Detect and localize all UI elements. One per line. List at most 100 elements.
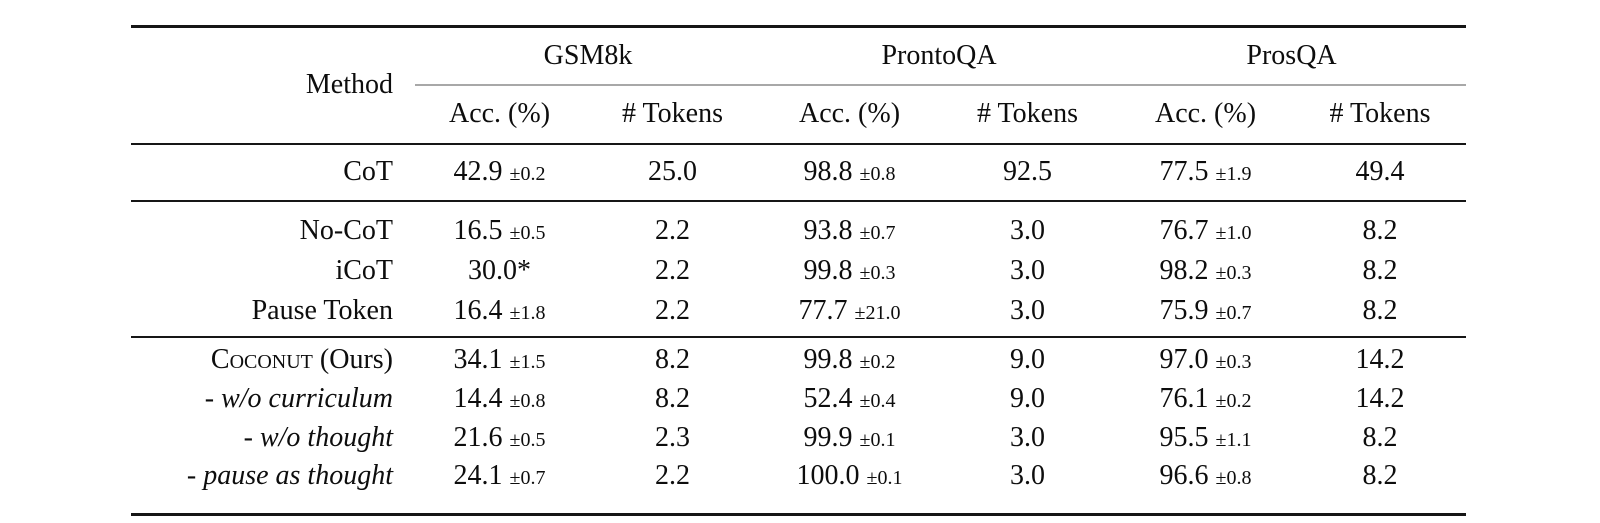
stddev-value: ±0.2: [509, 163, 546, 186]
method-cell: iCoT: [335, 254, 393, 286]
acc-value: 100.0: [796, 459, 860, 491]
acc-value: 98.2: [1159, 254, 1209, 286]
value-cell: 3.0: [938, 200, 1118, 251]
header-group-prontoqa: ProntoQA: [761, 26, 1118, 86]
value-cell: 3.0: [938, 457, 1117, 515]
stddev-value: ±0.1: [866, 466, 903, 489]
value-cell: 77.7 ±21.0: [761, 291, 938, 337]
value-cell: 75.9 ±0.7: [1117, 291, 1294, 337]
table-row-wo-curriculum: - w/o curriculum 14.4 ±0.8 8.2 52.4 ±0.4 9…: [131, 380, 1466, 419]
value-cell: 99.9 ±0.1: [761, 419, 938, 457]
section-baselines: No-CoT 16.5 ±0.5 2.2 93.8 ±0.7 3.0 76.7 ±1.…: [131, 200, 1467, 337]
acc-value: 99.8: [803, 254, 853, 286]
table-row-cot: CoT 42.9 ±0.2 25.0 98.8 ±0.8 92.5 77.5 ±1.9…: [131, 143, 1467, 201]
value-cell: 8.2: [584, 380, 761, 419]
value-cell: 96.6 ±0.8: [1117, 457, 1294, 515]
results-table: Method GSM8k ProntoQA ProsQA Acc. (%) # …: [131, 25, 1467, 516]
stddev-value: ±0.7: [509, 466, 546, 489]
method-cell: - w/o curriculum: [204, 383, 393, 415]
acc-value: 30.0*: [468, 254, 531, 286]
tokens-value: 25.0: [648, 156, 697, 188]
value-cell: 98.8 ±0.8: [761, 143, 939, 201]
table-row-coconut: Coconut (Ours) 34.1 ±1.5 8.2 99.8 ±0.2 9.0…: [131, 336, 1467, 380]
value-cell: 14.4 ±0.8: [415, 380, 584, 419]
value-cell: 34.1 ±1.5: [415, 336, 584, 380]
table-row-wo-thought: - w/o thought 21.6 ±0.5 2.3 99.9 ±0.1 3.0 …: [131, 419, 1466, 457]
value-cell: 8.2: [1294, 419, 1466, 457]
stddev-value: ±0.8: [859, 163, 896, 186]
tokens-value: 2.2: [655, 214, 690, 246]
method-cell: No-CoT: [131, 200, 415, 251]
stddev-value: ±1.1: [1215, 428, 1252, 451]
header-method: Method: [305, 69, 393, 101]
stddev-value: ±0.3: [1215, 261, 1252, 284]
value-cell: 42.9 ±0.2: [415, 143, 584, 201]
tokens-value: 14.2: [1355, 383, 1405, 415]
stddev-value: ±0.2: [859, 350, 896, 373]
tokens-value: 2.2: [655, 459, 690, 491]
value-cell: 99.8 ±0.3: [761, 251, 938, 291]
acc-value: 52.4: [803, 383, 853, 415]
value-cell: 8.2: [1294, 251, 1466, 291]
value-cell: 21.6 ±0.5: [415, 419, 584, 457]
value-cell: 98.2 ±0.3: [1117, 251, 1294, 291]
value-cell: 99.8 ±0.2: [761, 336, 939, 380]
value-cell: 76.1 ±0.2: [1117, 380, 1294, 419]
tokens-value: 2.2: [655, 294, 690, 326]
header-gsm8k-acc: Acc. (%): [448, 98, 551, 130]
acc-value: 34.1: [453, 343, 503, 375]
acc-value: 93.8: [803, 214, 853, 246]
acc-value: 75.9: [1159, 294, 1209, 326]
header-prontoqa-acc: Acc. (%): [798, 98, 901, 130]
value-cell: 8.2: [1294, 457, 1466, 515]
value-cell: 2.3: [584, 419, 761, 457]
value-cell: 25.0: [584, 143, 762, 201]
header-group-gsm8k: GSM8k: [415, 26, 762, 86]
stddev-value: ±0.7: [1215, 301, 1252, 324]
table-header: Method GSM8k ProntoQA ProsQA Acc. (%) # …: [131, 26, 1467, 145]
table-row-pause-as-thought: - pause as thought 24.1 ±0.7 2.2 100.0 ±0.…: [131, 457, 1466, 515]
acc-value: 98.8: [803, 156, 853, 188]
value-cell: 2.2: [584, 200, 762, 251]
stddev-value: ±0.3: [1215, 350, 1252, 373]
value-cell: 2.2: [584, 291, 761, 337]
acc-value: 76.7: [1159, 214, 1209, 246]
value-cell: 97.0 ±0.3: [1117, 336, 1295, 380]
stddev-value: ±0.7: [859, 221, 896, 244]
table-row-pause-token: Pause Token 16.4 ±1.8 2.2 77.7 ±21.0 3.0 7…: [131, 291, 1466, 337]
value-cell: 3.0: [938, 419, 1117, 457]
stddev-value: ±1.5: [509, 350, 546, 373]
acc-value: 42.9: [453, 156, 503, 188]
value-cell: 9.0: [938, 380, 1117, 419]
header-prosqa-tokens: # Tokens: [1329, 98, 1431, 130]
value-cell: 76.7 ±1.0: [1117, 200, 1295, 251]
stddev-value: ±0.5: [509, 221, 546, 244]
stddev-value: ±0.2: [1215, 390, 1252, 413]
value-cell: 24.1 ±0.7: [415, 457, 584, 515]
stddev-value: ±0.1: [859, 428, 896, 451]
acc-value: 99.8: [803, 343, 853, 375]
acc-value: 76.1: [1159, 383, 1209, 415]
method-cell: Pause Token: [251, 294, 393, 326]
stddev-value: ±0.4: [859, 390, 896, 413]
value-cell: 16.4 ±1.8: [415, 291, 584, 337]
stddev-value: ±1.0: [1215, 221, 1252, 244]
header-prosqa-acc: Acc. (%): [1154, 98, 1257, 130]
coconut-ours-label: (Ours): [312, 343, 393, 375]
value-cell: 2.2: [584, 251, 761, 291]
value-cell: 14.2: [1294, 380, 1466, 419]
value-cell: 2.2: [584, 457, 761, 515]
header-prontoqa-tokens: # Tokens: [977, 98, 1078, 130]
stddev-value: ±0.8: [1215, 466, 1252, 489]
stddev-value: ±21.0: [854, 301, 901, 324]
tokens-value: 8.2: [1362, 421, 1398, 453]
value-cell: 92.5: [938, 143, 1118, 201]
value-cell: 8.2: [584, 336, 762, 380]
header-sub-row: Acc. (%) # Tokens Acc. (%) # Tokens Acc.…: [131, 85, 1466, 144]
stddev-value: ±0.3: [859, 261, 896, 284]
value-cell: 8.2: [1294, 200, 1467, 251]
method-cell: - w/o thought: [243, 421, 393, 453]
coconut-smallcaps-label: Coconut: [210, 343, 313, 375]
value-cell: 30.0*: [415, 251, 584, 291]
